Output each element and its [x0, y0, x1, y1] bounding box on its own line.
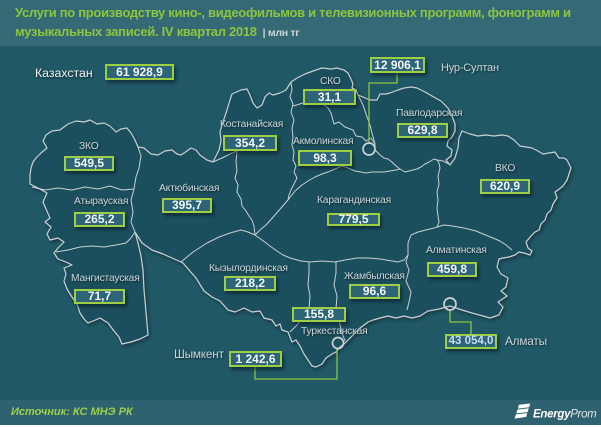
svg-text:EnergyProm: EnergyProm — [533, 409, 597, 421]
